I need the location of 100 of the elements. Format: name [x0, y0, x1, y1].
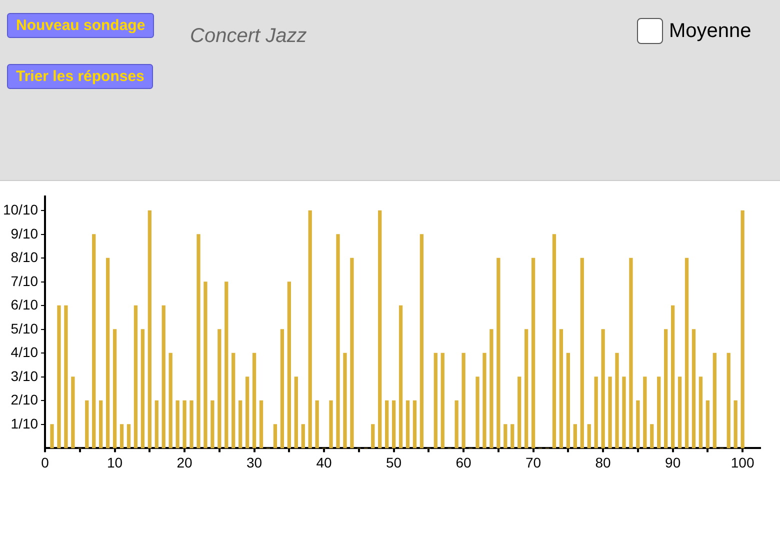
y-tick-label: 3/10: [10, 368, 38, 384]
bar: [406, 400, 410, 448]
x-tick-label: 50: [386, 454, 402, 470]
y-tick-label: 6/10: [10, 296, 38, 313]
y-tick-label: 7/10: [10, 272, 38, 289]
bar: [245, 376, 250, 448]
bar: [629, 258, 633, 448]
y-tick-label: 9/10: [10, 225, 38, 242]
bar: [636, 400, 640, 448]
bar: [678, 376, 682, 448]
bar: [148, 210, 152, 448]
bar: [726, 352, 730, 448]
bar: [440, 352, 444, 448]
bar: [232, 352, 236, 448]
bar: [329, 400, 333, 448]
bar: [712, 352, 716, 448]
bar: [462, 352, 466, 448]
x-tick-label: 70: [526, 454, 542, 470]
bar: [106, 258, 110, 448]
bar: [120, 424, 124, 448]
bar: [692, 329, 696, 448]
x-tick-label: 90: [665, 454, 681, 470]
text: Trier les réponses: [7, 64, 154, 89]
bar: [454, 400, 458, 448]
bar: [196, 234, 200, 448]
bar: [594, 376, 598, 448]
bar: [740, 210, 744, 448]
bar: [573, 424, 577, 448]
bar: [85, 400, 89, 448]
bar: [650, 424, 654, 448]
bar: [204, 282, 208, 448]
bar: [531, 258, 536, 448]
bar: [664, 329, 668, 448]
x-tick-label: 20: [176, 454, 193, 470]
bar: [287, 282, 291, 448]
bar: [580, 258, 584, 448]
y-tick-label: 5/10: [10, 320, 38, 336]
bar: [176, 400, 180, 448]
bar: [601, 329, 605, 448]
bar: [301, 424, 305, 448]
bar: [490, 329, 494, 448]
y-tick-label: 1/10: [10, 415, 38, 432]
bar: [168, 352, 172, 448]
bar: [315, 400, 319, 448]
bar: [698, 376, 703, 448]
bar: [524, 329, 528, 448]
bar: [112, 329, 117, 448]
x-tick-label: 100: [730, 454, 754, 470]
bar: [71, 376, 75, 448]
bar: [552, 234, 556, 448]
bar: [643, 376, 647, 448]
bar: [140, 329, 145, 448]
bar: [162, 305, 166, 448]
bar: [371, 424, 375, 448]
x-tick-label: 10: [107, 454, 123, 470]
bar: [566, 352, 570, 448]
x-tick-label: 80: [595, 454, 612, 470]
bar: [518, 376, 522, 448]
bar: [238, 400, 242, 448]
bar: [252, 352, 256, 448]
x-tick-label: 30: [246, 454, 262, 470]
bar: [622, 376, 626, 448]
bar: [482, 352, 486, 448]
bar: [420, 234, 424, 448]
bar: [99, 400, 103, 448]
bar: [64, 305, 68, 448]
bar: [734, 400, 738, 448]
y-tick-label: 4/10: [10, 344, 38, 360]
bar: [384, 400, 389, 448]
bar: [343, 352, 347, 448]
bar: [504, 424, 508, 448]
bar: [218, 329, 222, 448]
bar: [670, 305, 675, 448]
y-tick-label: 10/10: [2, 202, 38, 218]
text: Nouveau sondage: [7, 13, 154, 38]
bar: [280, 329, 284, 448]
bar: [224, 282, 228, 448]
x-tick-label: 60: [456, 454, 472, 470]
bar: [92, 234, 96, 448]
bar: [210, 400, 214, 448]
bar: [684, 258, 689, 448]
bar: [126, 424, 131, 448]
y-tick-label: 8/10: [10, 249, 38, 266]
bar: [378, 210, 382, 448]
bar: [273, 424, 278, 448]
bar: [412, 400, 417, 448]
x-tick-label: 40: [316, 454, 332, 470]
bar: [50, 424, 54, 448]
bar: [587, 424, 591, 448]
bar: [308, 210, 312, 448]
bar: [706, 400, 710, 448]
bar: [392, 400, 396, 448]
bar: [57, 305, 61, 448]
bar: [350, 258, 354, 448]
bar: [615, 352, 619, 448]
bar: [134, 305, 138, 448]
bar: [190, 400, 194, 448]
chart-title: Concert Jazz: [190, 25, 307, 48]
bar: [657, 376, 661, 448]
bar: [398, 305, 403, 448]
